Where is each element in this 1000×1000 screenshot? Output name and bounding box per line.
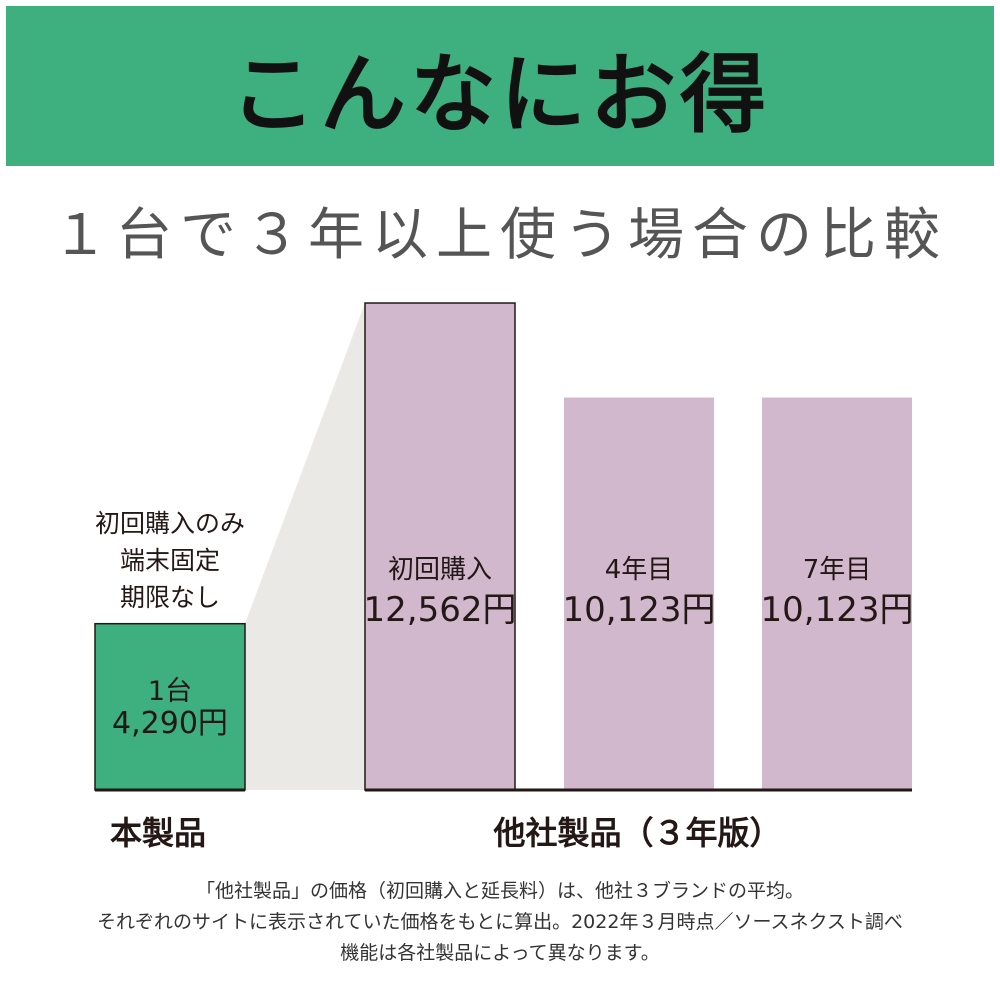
product-note: 初回購入のみ 端末固定 期限なし <box>60 505 280 616</box>
header-title: こんなにお得 <box>230 44 770 145</box>
bar-name-label: 7年目 <box>803 555 872 585</box>
footnote: 「他社製品」の価格（初回購入と延長料）は、他社３ブランドの平均。 それぞれのサイ… <box>0 876 1000 969</box>
header-banner: こんなにお得 <box>6 6 994 166</box>
bar-other-product <box>762 397 912 790</box>
bar-connector <box>245 303 365 790</box>
bar-value-label: 12,562円 <box>364 590 517 630</box>
bar-value-label: 10,123円 <box>563 590 716 630</box>
bar-name-label: 初回購入 <box>388 555 492 585</box>
bar-value-label: 4,290円 <box>112 706 228 741</box>
footnote-line: 「他社製品」の価格（初回購入と延長料）は、他社３ブランドの平均。 <box>195 880 804 902</box>
bar-name-label: 1台 <box>148 676 192 707</box>
bar-other-product <box>364 302 516 791</box>
product-note-line: 初回購入のみ <box>94 509 245 538</box>
bar-other-product <box>564 397 714 790</box>
product-note-line: 端末固定 <box>119 546 220 575</box>
bar-name-label: 4年目 <box>605 555 674 585</box>
bar-value-label: 10,123円 <box>761 590 914 630</box>
footnote-line: それぞれのサイトに表示されていた価格をもとに算出。2022年３月時点／ソースネク… <box>97 911 903 933</box>
group-label-others: 他社製品（３年版） <box>493 814 782 852</box>
group-label-ours: 本製品 <box>110 814 207 852</box>
footnote-line: 機能は各社製品によって異なります。 <box>340 942 660 964</box>
bar-this-product <box>94 622 246 791</box>
chart-subtitle: １台で３年以上使う場合の比較 <box>52 203 948 268</box>
product-note-line: 期限なし <box>119 583 220 612</box>
